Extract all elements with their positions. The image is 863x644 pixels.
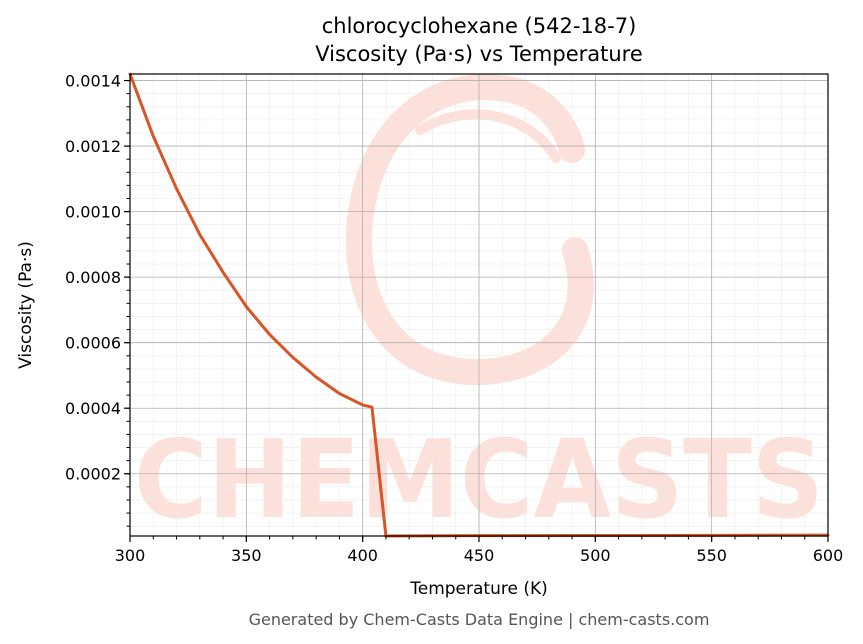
y-axis: 0.0002 0.0004 0.0006 0.0008 0.0010 0.0012 0.00… <box>65 72 130 527</box>
x-tick-label: 600 <box>813 546 844 565</box>
y-tick-label: 0.0012 <box>65 137 121 156</box>
y-tick-label: 0.0002 <box>65 465 121 484</box>
watermark-logo-swirl <box>346 74 594 386</box>
y-axis-label: Viscosity (Pa·s) <box>16 241 36 369</box>
y-tick-label: 0.0008 <box>65 268 121 287</box>
y-tick-label: 0.0014 <box>65 72 121 91</box>
chart-title: chlorocyclohexane (542-18-7) <box>322 14 637 38</box>
x-tick-label: 300 <box>115 546 146 565</box>
x-tick-label: 550 <box>696 546 727 565</box>
y-tick-label: 0.0004 <box>65 399 121 418</box>
y-tick-label: 0.0010 <box>65 203 121 222</box>
x-tick-label: 500 <box>580 546 611 565</box>
footer-credit: Generated by Chem-Casts Data Engine | ch… <box>249 610 710 629</box>
chart-subtitle: Viscosity (Pa·s) vs Temperature <box>315 42 643 66</box>
x-axis: 300 350 400 450 500 550 600 <box>115 536 844 565</box>
x-tick-label: 450 <box>464 546 495 565</box>
x-tick-label: 400 <box>347 546 378 565</box>
y-tick-label: 0.0006 <box>65 334 121 353</box>
x-tick-label: 350 <box>231 546 262 565</box>
watermark-logo-swirl-inner <box>415 109 561 163</box>
x-axis-label: Temperature (K) <box>409 579 548 599</box>
